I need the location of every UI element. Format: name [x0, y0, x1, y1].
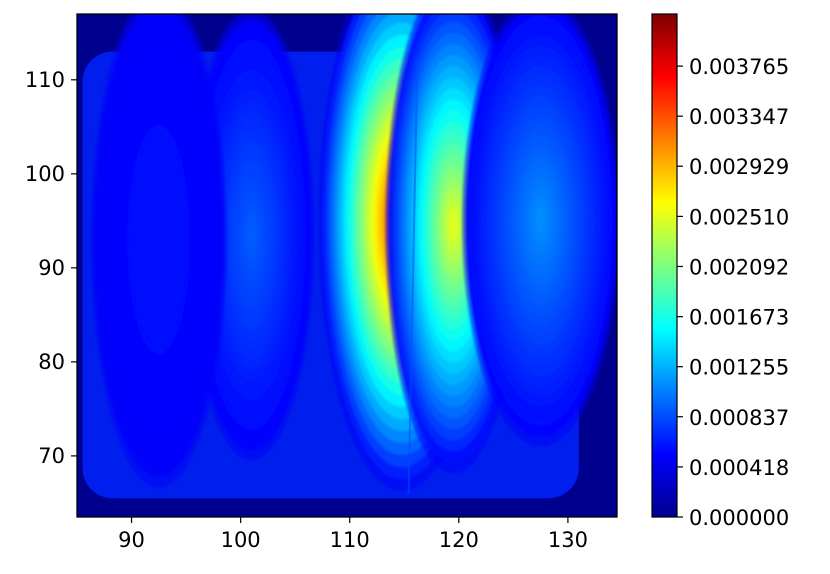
x-tick-label: 120 [439, 528, 479, 552]
y-tick-label: 70 [38, 444, 65, 468]
y-tick-label: 100 [25, 162, 65, 186]
contour-band [535, 206, 546, 235]
contour-seam [407, 60, 419, 494]
colorbar-tick-label: 0.003347 [689, 105, 789, 129]
x-tick-label: 90 [118, 528, 145, 552]
colorbar-axis: 0.000000 0.000418 0.000837 0.001255 0.001673… [677, 55, 789, 530]
contour-layer [82, 14, 617, 499]
colorbar [652, 14, 677, 517]
colorbar-tick-label: 0.000000 [689, 506, 789, 530]
y-tick-label: 110 [25, 68, 65, 92]
colorbar-tick-label: 0.002092 [689, 255, 789, 279]
x-axis: 90 100 110 120 130 [118, 517, 588, 552]
y-tick-label: 80 [38, 350, 65, 374]
colorbar-tick-label: 0.002510 [689, 205, 789, 229]
colorbar-frame [651, 13, 678, 518]
y-axis: 70 80 90 100 110 [25, 68, 77, 468]
contour-band [154, 224, 164, 256]
colorbar-tick-label: 0.000837 [689, 406, 789, 430]
colorbar-tick-label: 0.002929 [689, 155, 789, 179]
x-tick-label: 110 [330, 528, 370, 552]
colorbar-tick-label: 0.001255 [689, 356, 789, 380]
colorbar-tick-label: 0.001673 [689, 306, 789, 330]
x-tick-label: 100 [221, 528, 261, 552]
contour-band [247, 220, 256, 250]
colorbar-tick-label: 0.000418 [689, 456, 789, 480]
x-tick-label: 130 [548, 528, 588, 552]
contour-band [449, 210, 458, 242]
colorbar-tick-label: 0.003765 [689, 55, 789, 79]
y-tick-label: 90 [38, 256, 65, 280]
plot-frame [76, 13, 618, 518]
